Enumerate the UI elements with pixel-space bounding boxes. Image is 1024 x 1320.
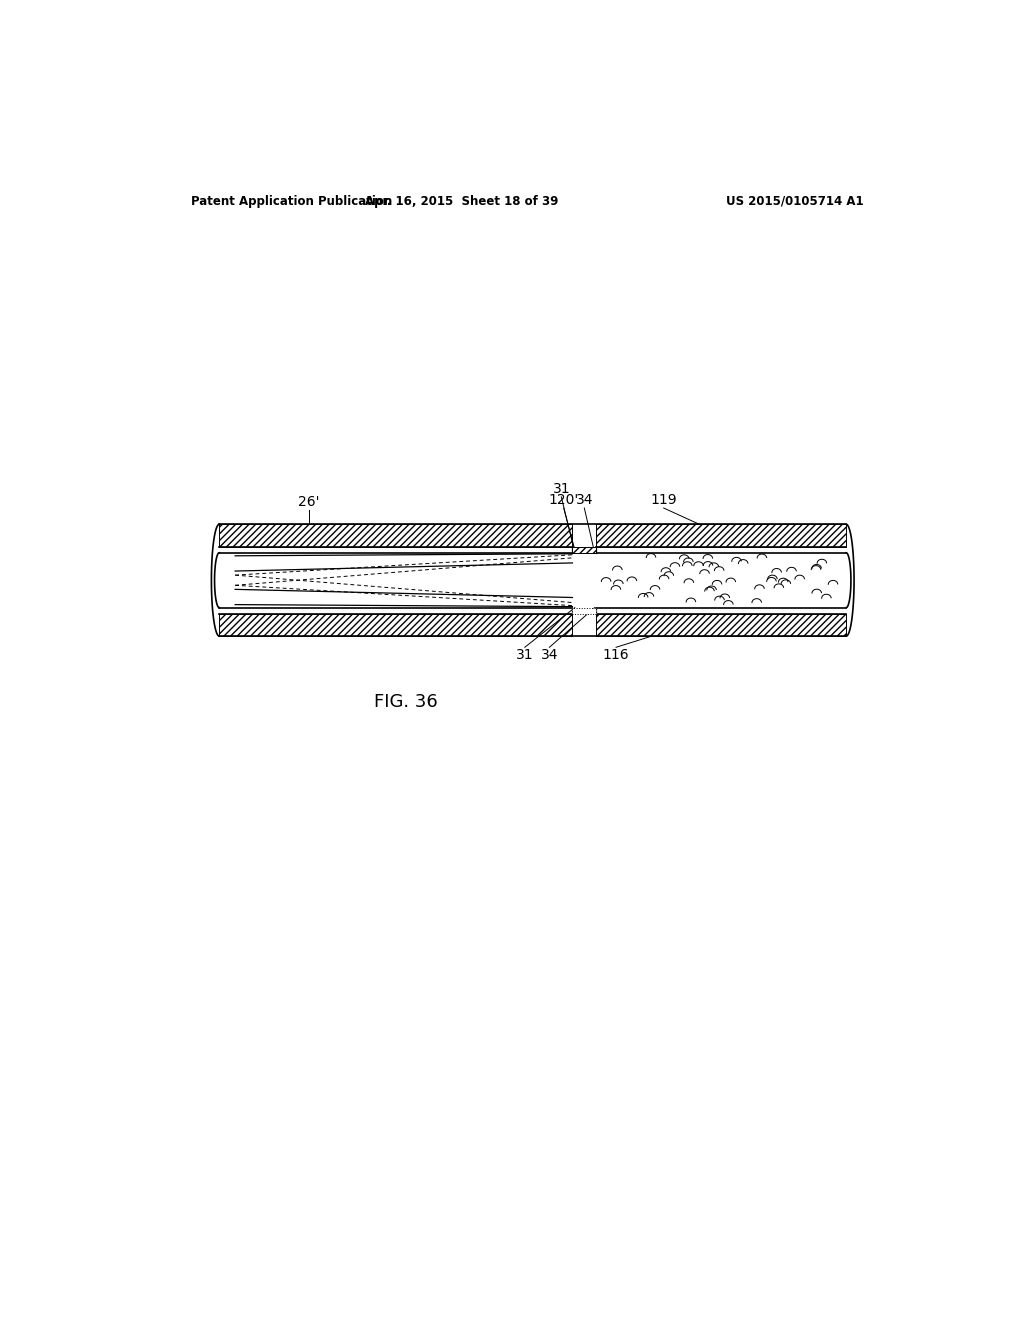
Text: 116: 116 bbox=[603, 648, 630, 663]
Text: 26': 26' bbox=[298, 495, 319, 510]
Text: 31: 31 bbox=[553, 482, 570, 496]
Text: 31: 31 bbox=[516, 648, 534, 663]
Text: 119: 119 bbox=[650, 494, 677, 507]
Bar bbox=[219, 614, 572, 636]
Bar bbox=[219, 524, 572, 546]
Text: 34: 34 bbox=[541, 648, 558, 663]
Text: FIG. 36: FIG. 36 bbox=[374, 693, 437, 711]
Text: 34: 34 bbox=[575, 494, 593, 507]
Text: Apr. 16, 2015  Sheet 18 of 39: Apr. 16, 2015 Sheet 18 of 39 bbox=[365, 194, 558, 207]
Bar bbox=[572, 607, 596, 614]
Text: US 2015/0105714 A1: US 2015/0105714 A1 bbox=[726, 194, 863, 207]
Bar bbox=[572, 546, 596, 553]
Bar bbox=[596, 614, 846, 636]
Text: 120': 120' bbox=[549, 494, 579, 507]
Text: Patent Application Publication: Patent Application Publication bbox=[191, 194, 393, 207]
Bar bbox=[596, 524, 846, 546]
